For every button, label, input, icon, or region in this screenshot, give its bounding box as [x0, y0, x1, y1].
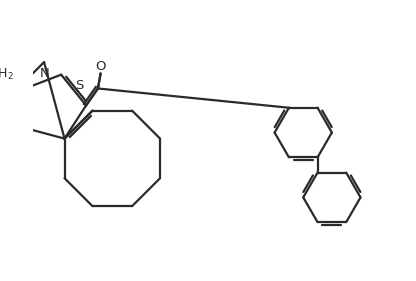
Text: NH$_2$: NH$_2$: [0, 67, 15, 82]
Text: S: S: [75, 79, 83, 92]
Text: O: O: [95, 60, 106, 73]
Text: N: N: [40, 67, 50, 80]
